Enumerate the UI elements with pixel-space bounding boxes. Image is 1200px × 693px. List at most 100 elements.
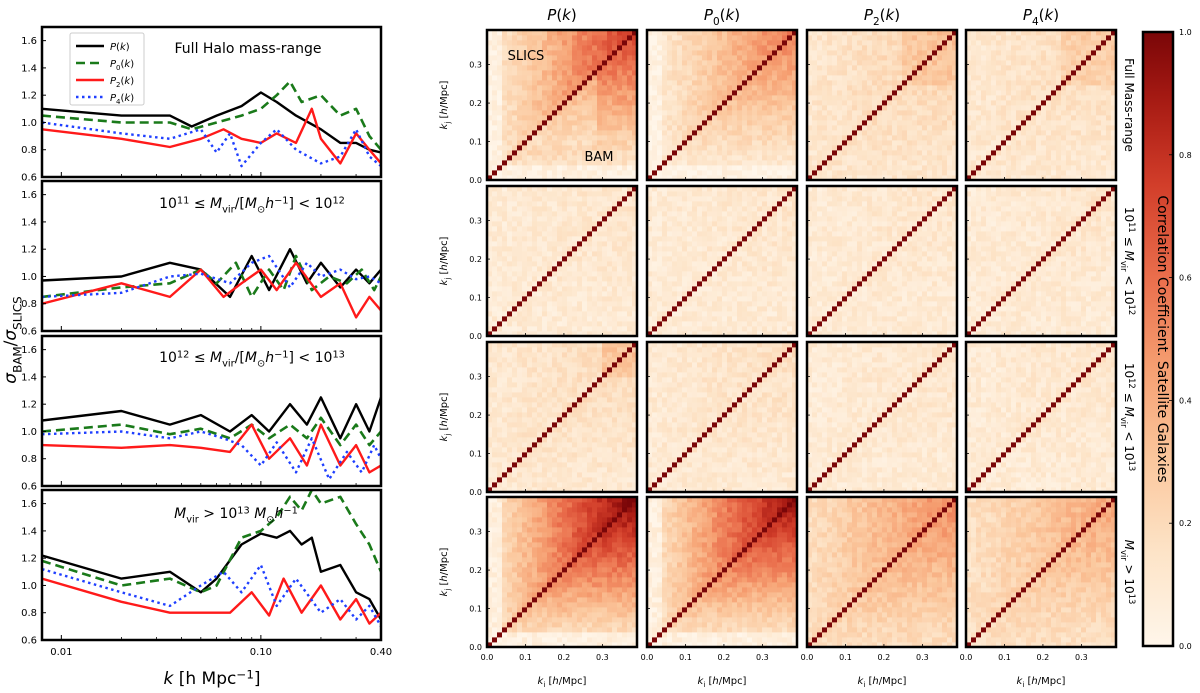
heat-cell (617, 90, 623, 96)
heat-cell (542, 40, 548, 46)
heat-cell (942, 50, 948, 56)
heat-cell (702, 155, 708, 161)
heat-cell (627, 60, 633, 66)
heat-cell (657, 30, 663, 36)
heat-cell (537, 30, 543, 36)
heat-cell (692, 155, 698, 161)
heat-cell (622, 331, 628, 337)
heat-cell (692, 70, 698, 76)
heat-cell (852, 35, 858, 41)
heat-cell (492, 216, 498, 222)
heat-cell (971, 85, 977, 91)
heat-cell (507, 331, 513, 337)
heat-cell (722, 70, 728, 76)
heat-cell (857, 125, 863, 131)
heat-cell (487, 120, 493, 126)
heat-cell (672, 120, 678, 126)
panel-title: Mvir > 1013 M⊙h−1 (174, 506, 298, 526)
heat-cell (677, 155, 683, 161)
heat-cell (512, 125, 518, 131)
heat-cell (492, 201, 498, 207)
heat-cell (682, 316, 688, 322)
heat-cell (1106, 175, 1112, 181)
heat-cell (667, 120, 673, 126)
heat-cell (1041, 165, 1047, 171)
heat-cell (617, 296, 623, 302)
panel-frame (40, 179, 383, 333)
heat-cell (547, 50, 553, 56)
heat-cell (527, 70, 533, 76)
heat-cell (557, 125, 563, 131)
heat-cell (667, 261, 673, 267)
heat-cell (1061, 35, 1067, 41)
heat-cell (1106, 120, 1112, 126)
heat-cell (517, 311, 523, 317)
heat-cell (966, 50, 972, 56)
heat-cell (702, 150, 708, 156)
heat-cell (587, 110, 593, 116)
heat-cell (732, 170, 738, 176)
heat-cell (627, 45, 633, 51)
heat-cell (952, 55, 958, 61)
heat-cell (672, 281, 678, 287)
heat-cell (522, 271, 528, 277)
heat-cell (527, 150, 533, 156)
heat-cell (1091, 35, 1097, 41)
heat-cell (582, 266, 588, 272)
heat-cell (672, 276, 678, 282)
heat-cell (862, 175, 868, 181)
heat-cell (722, 65, 728, 71)
heat-cell (692, 45, 698, 51)
heat-cell (557, 65, 563, 71)
heat-cell (837, 75, 843, 81)
heat-cell (657, 231, 663, 237)
heat-cell (1056, 140, 1062, 146)
heat-cell (687, 251, 693, 257)
heat-cell (562, 160, 568, 166)
heat-cell (512, 90, 518, 96)
heat-cell (512, 301, 518, 307)
heat-cell (522, 105, 528, 111)
heat-cell (532, 40, 538, 46)
heat-cell (547, 130, 553, 136)
heat-cell (966, 120, 972, 126)
heat-cell (932, 60, 938, 66)
heat-cell (522, 160, 528, 166)
heat-cell (682, 286, 688, 292)
heat-cell (747, 125, 753, 131)
heat-cell (542, 140, 548, 146)
heat-cell (582, 45, 588, 51)
heat-cell (922, 50, 928, 56)
y-tick-label: 1.6 (21, 499, 37, 510)
heat-cell (657, 80, 663, 86)
heat-cell (942, 175, 948, 181)
heat-cell (567, 60, 573, 66)
heat-cell (917, 165, 923, 171)
heat-cell (587, 281, 593, 287)
heat-cell (922, 150, 928, 156)
heat-cell (1061, 40, 1067, 46)
heat-cell (497, 276, 503, 282)
heat-cell (991, 30, 997, 36)
heat-cell (632, 75, 638, 81)
heat-cell (652, 145, 658, 151)
heat-cell (582, 321, 588, 327)
heat-cell (687, 90, 693, 96)
heat-cell (747, 30, 753, 36)
heat-cell (757, 65, 763, 71)
heat-cell (632, 206, 638, 212)
heat-cell (522, 60, 528, 66)
heat-cell (677, 135, 683, 141)
heat-cell (592, 120, 598, 126)
heat-cell (597, 286, 603, 292)
heat-cell (662, 216, 668, 222)
heat-cell (572, 251, 578, 257)
heat-cell (577, 30, 583, 36)
heat-cell (757, 120, 763, 126)
heat-cell (587, 276, 593, 282)
heat-cell (707, 125, 713, 131)
heat-cell (587, 125, 593, 131)
heat-cell (577, 70, 583, 76)
heat-cell (672, 65, 678, 71)
heat-cell (1001, 170, 1007, 176)
